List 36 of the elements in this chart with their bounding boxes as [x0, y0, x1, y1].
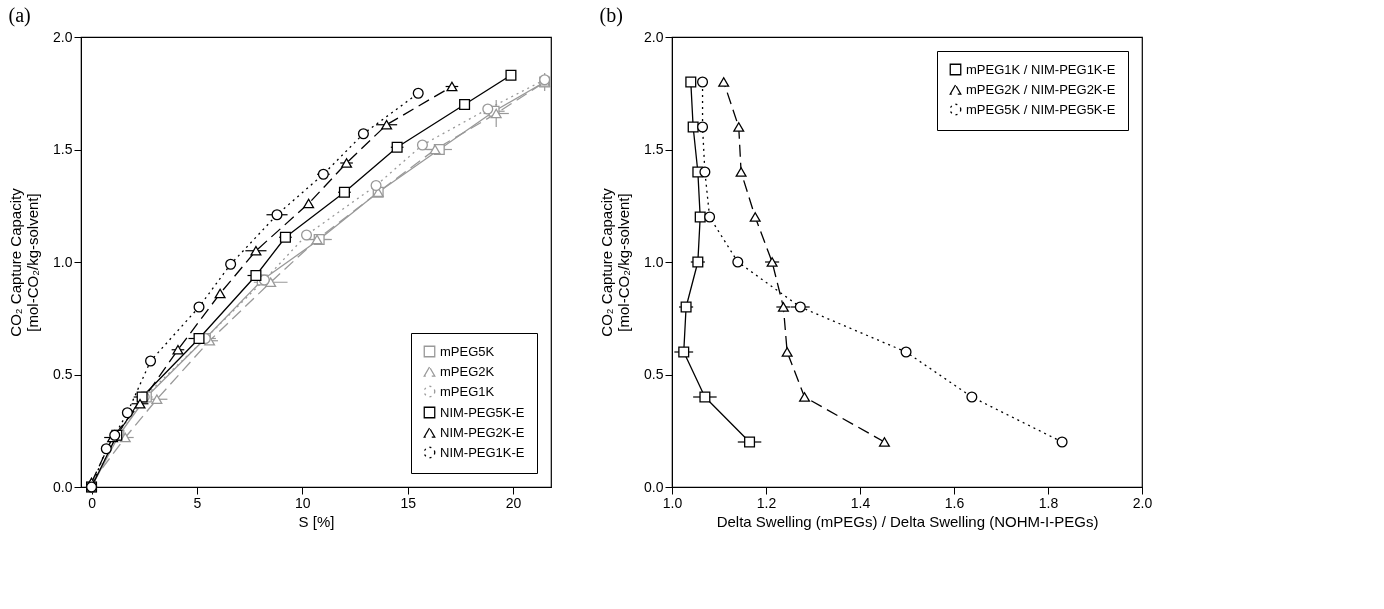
x-tick-label: 5: [193, 494, 202, 511]
legend-label: mPEG5K: [440, 343, 495, 359]
y-tick-label: 1.0: [53, 253, 73, 270]
x-tick-label: 15: [400, 494, 417, 511]
x-tick-label: 1.4: [850, 494, 871, 511]
x-tick-label: 1.8: [1038, 494, 1059, 511]
y-tick-label: 1.0: [644, 253, 664, 270]
legend-label: mPEG1K / NIM-PEG1K-E: [966, 61, 1116, 77]
legend-label: mPEG5K / NIM-PEG5K-E: [966, 101, 1116, 117]
y-tick-label: 0.5: [644, 366, 664, 382]
legend-label: mPEG2K / NIM-PEG2K-E: [966, 81, 1116, 97]
x-tick-label: 20: [505, 494, 522, 511]
legend-label: mPEG2K: [440, 363, 495, 379]
x-tick-label: 0: [88, 494, 97, 511]
y-axis-title: CO₂ Capture Capacity [mol-CO₂/kg-solvent]: [598, 187, 633, 337]
x-axis-title: Delta Swelling (mPEGs) / Delta Swelling (NOHM-I-PEGs): [716, 512, 1099, 530]
x-tick-label: 10: [295, 494, 311, 511]
y-tick-label: 0.5: [53, 366, 73, 382]
x-tick-label: 2.0: [1132, 494, 1153, 511]
y-tick-label: 1.5: [644, 141, 664, 157]
y-tick-label: 2.0: [644, 28, 664, 45]
chart-title: (b): [599, 4, 623, 27]
y-tick-label: 0.0: [644, 478, 664, 495]
legend-label: NIM-PEG5K-E: [440, 404, 525, 420]
chart-title: (a): [8, 4, 31, 27]
y-tick-label: 2.0: [53, 28, 73, 45]
x-tick-label: 1.6: [944, 494, 965, 511]
legend-label: mPEG1K: [440, 383, 495, 399]
legend-label: NIM-PEG2K-E: [440, 424, 525, 440]
y-axis-title: CO₂ Capture Capacity [mol-CO₂/kg-solvent]: [7, 187, 42, 337]
y-tick-label: 0.0: [53, 478, 73, 495]
y-tick-label: 1.5: [53, 141, 73, 157]
x-axis-title: S [%]: [298, 512, 335, 530]
legend-label: NIM-PEG1K-E: [440, 444, 525, 460]
x-tick-label: 1.0: [662, 494, 683, 511]
x-tick-label: 1.2: [756, 494, 777, 511]
